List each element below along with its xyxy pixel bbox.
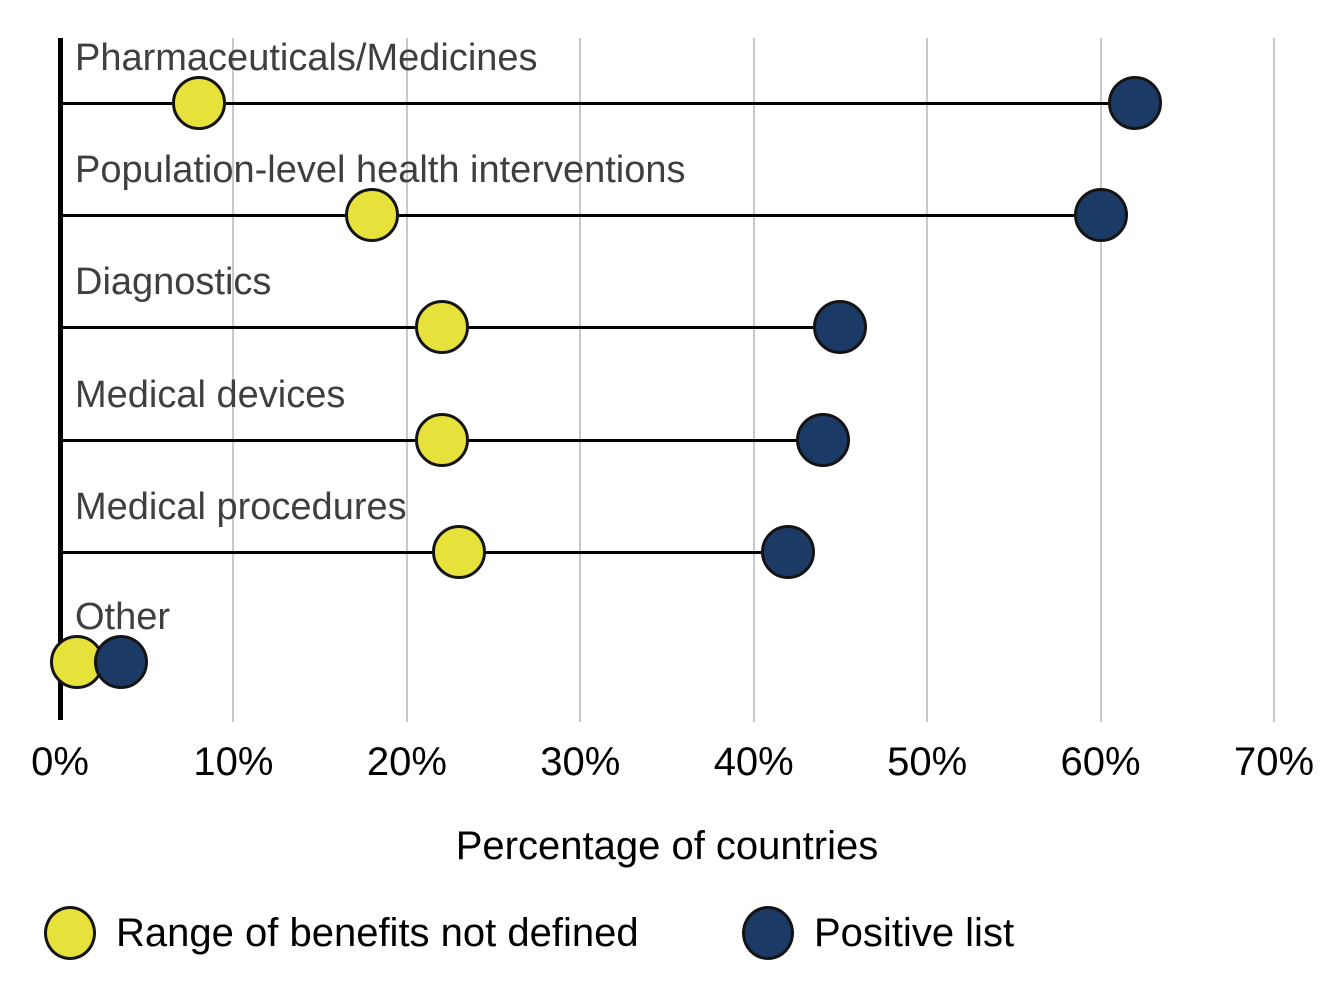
x-tick-label-40: 40% (713, 740, 794, 784)
lollipop-stem (60, 550, 789, 554)
legend-marker-not-defined-icon (44, 906, 96, 960)
marker-positive-list (93, 635, 148, 689)
legend-marker-positive-list-icon (742, 906, 794, 960)
marker-positive-list (796, 413, 851, 467)
legend-label-positive-list: Positive list (814, 911, 1015, 955)
gridline-50pct (926, 38, 929, 722)
legend-label-not-defined: Range of benefits not defined (116, 911, 639, 955)
category-label: Diagnostics (75, 261, 272, 303)
x-tick-label-70: 70% (1233, 740, 1315, 784)
gridline-10pct (232, 38, 235, 722)
marker-positive-list (1073, 188, 1128, 242)
marker-not-defined (414, 413, 469, 467)
marker-positive-list (1108, 76, 1163, 130)
category-label: Pharmaceuticals/Medicines (75, 37, 538, 79)
x-tick-label-30: 30% (540, 740, 621, 784)
gridline-70pct (1273, 38, 1275, 722)
legend: Range of benefits not defined Positive l… (0, 903, 1334, 963)
legend-item-not-defined: Range of benefits not defined (44, 903, 639, 963)
marker-not-defined (345, 188, 400, 242)
x-tick-label-50: 50% (887, 740, 968, 784)
x-tick-label-10: 10% (193, 740, 274, 784)
x-tick-label-0: 0% (31, 740, 89, 784)
gridline-60pct (1099, 38, 1102, 722)
category-label: Medical devices (75, 374, 346, 416)
lollipop-stem (60, 101, 1136, 105)
gridline-30pct (579, 38, 582, 722)
category-label: Population-level health interventions (75, 149, 686, 191)
gridline-20pct (405, 38, 408, 722)
x-axis-title: Percentage of countries (455, 824, 879, 868)
x-tick-label-20: 20% (366, 740, 447, 784)
marker-not-defined (431, 525, 486, 579)
y-axis-line (57, 38, 63, 720)
category-label: Medical procedures (75, 486, 407, 528)
lollipop-stem (60, 213, 1101, 217)
marker-not-defined (414, 300, 469, 354)
marker-positive-list (813, 300, 868, 354)
category-label: Other (75, 596, 171, 638)
marker-not-defined (171, 76, 226, 130)
gridline-40pct (752, 38, 755, 722)
legend-item-positive-list: Positive list (742, 903, 1014, 963)
marker-positive-list (761, 525, 816, 579)
x-tick-label-60: 60% (1060, 740, 1141, 784)
